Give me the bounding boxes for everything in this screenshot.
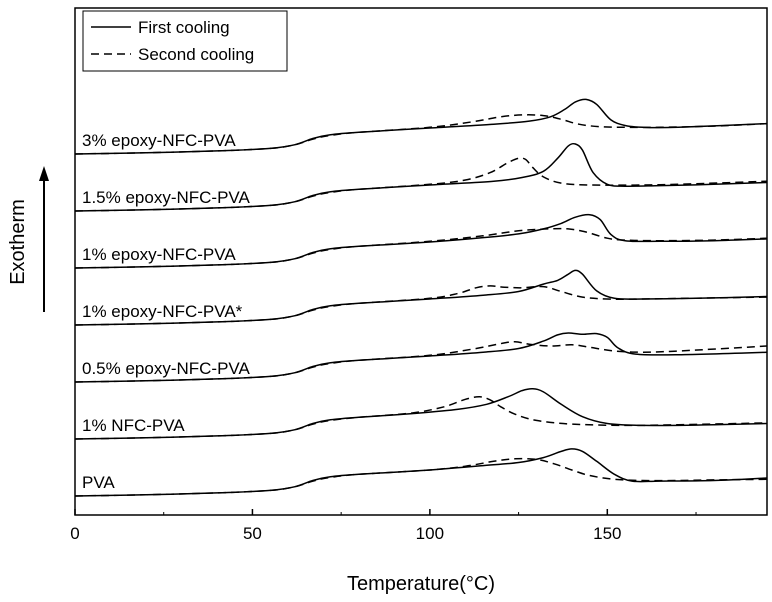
curves-group — [74, 98, 768, 497]
curve-1-second-cooling — [74, 457, 768, 497]
curve-1-first-cooling — [74, 448, 768, 497]
curve-label-2: 1% NFC-PVA — [82, 416, 185, 435]
x-tick-label: 150 — [593, 524, 621, 543]
curve-6-first-cooling — [74, 142, 768, 212]
curve-6-second-cooling — [74, 157, 768, 212]
curve-label-7: 3% epoxy-NFC-PVA — [82, 131, 236, 150]
x-tick-label: 50 — [243, 524, 262, 543]
curve-4-second-cooling — [74, 285, 768, 326]
curve-2-second-cooling — [74, 396, 768, 440]
legend-label-second-cooling: Second cooling — [138, 45, 254, 64]
x-axis-title: Temperature(°C) — [347, 573, 495, 595]
legend-label-first-cooling: First cooling — [138, 18, 230, 37]
x-ticks-group: 0 50 100 150 — [70, 509, 697, 543]
y-axis-title-group: Exotherm — [7, 166, 49, 312]
curve-label-5: 1% epoxy-NFC-PVA — [82, 245, 236, 264]
plot-frame — [74, 7, 768, 516]
y-axis-title: Exotherm — [7, 199, 29, 285]
curve-5-second-cooling — [74, 227, 768, 269]
curve-label-3: 0.5% epoxy-NFC-PVA — [82, 359, 251, 378]
legend-box — [82, 10, 288, 72]
curve-labels-group: PVA 1% NFC-PVA 0.5% epoxy-NFC-PVA 1% epoxy-… — [82, 131, 251, 492]
curve-3-second-cooling — [74, 340, 768, 383]
curve-7-second-cooling — [74, 114, 768, 155]
x-tick-label: 0 — [70, 524, 79, 543]
x-tick-label: 100 — [416, 524, 444, 543]
curve-label-4: 1% epoxy-NFC-PVA* — [82, 302, 243, 321]
legend: First cooling Second cooling — [82, 10, 288, 72]
exotherm-arrow-head — [39, 166, 49, 181]
curve-label-1: PVA — [82, 473, 115, 492]
curve-label-6: 1.5% epoxy-NFC-PVA — [82, 188, 251, 207]
